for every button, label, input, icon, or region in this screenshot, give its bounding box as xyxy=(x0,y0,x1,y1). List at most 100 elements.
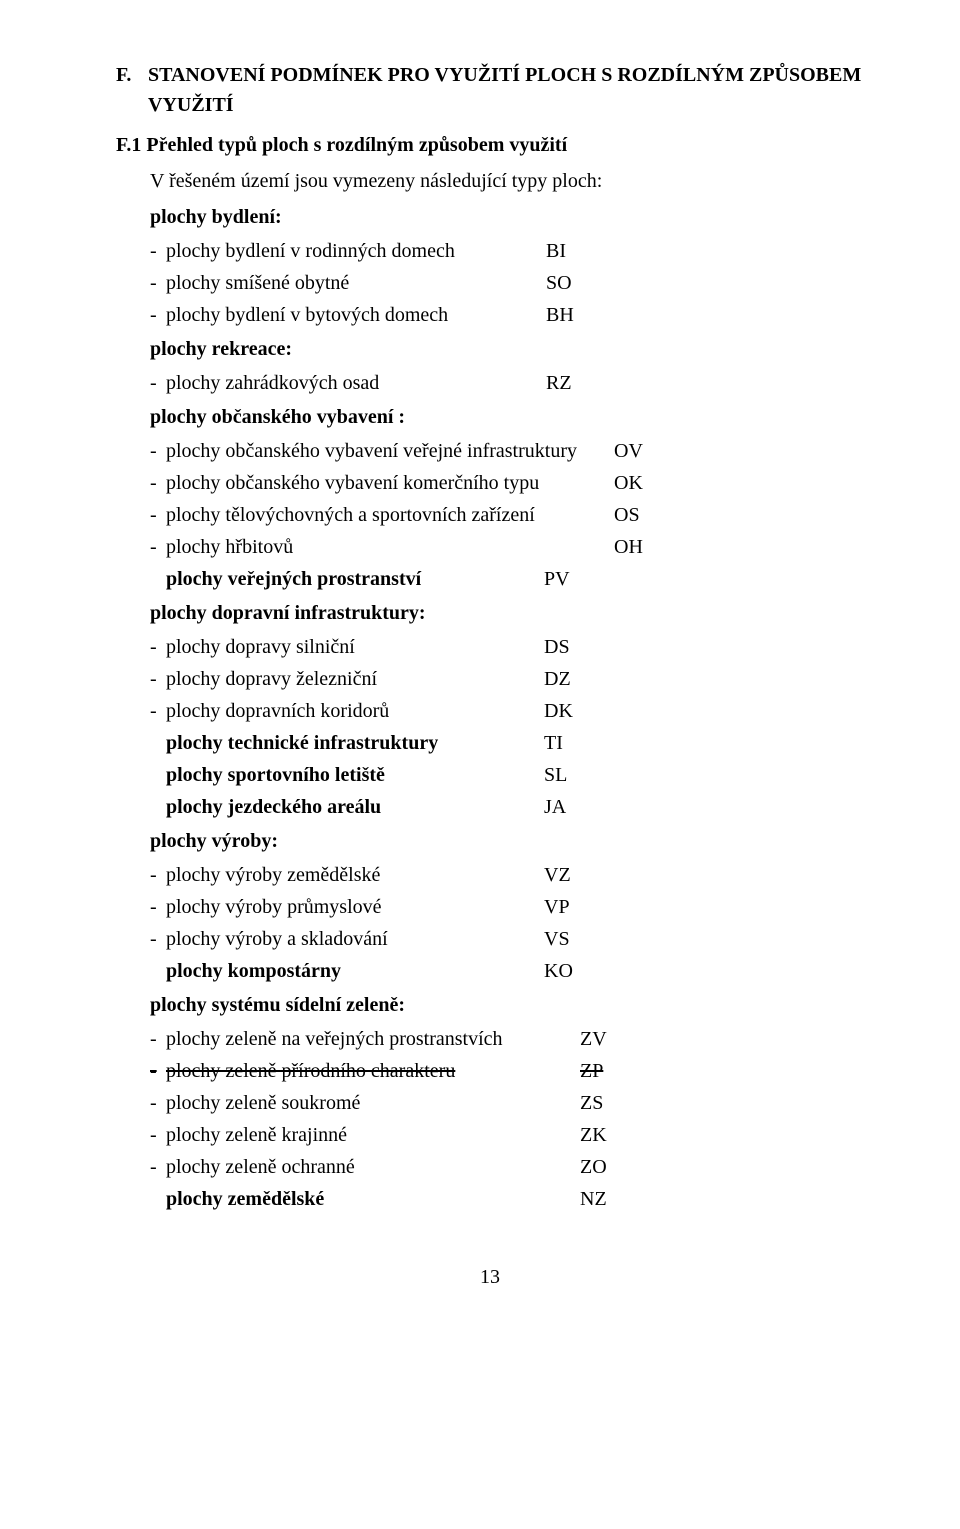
dash: - xyxy=(150,924,166,954)
item-label: plochy hřbitovů xyxy=(166,532,614,562)
item-label: plochy zeleně soukromé xyxy=(166,1088,580,1118)
item-code: ZV xyxy=(580,1024,640,1054)
dash: - xyxy=(150,500,166,530)
list-item: -plochy výroby zemědělskéVZ xyxy=(150,860,864,890)
item-code: VP xyxy=(544,892,604,922)
dash: - xyxy=(150,236,166,266)
group-label: plochy bydlení: xyxy=(150,202,864,232)
dash: - xyxy=(150,664,166,694)
item-label: plochy občanského vybavení veřejné infra… xyxy=(166,436,614,466)
list-item: -plochy dopravy železničníDZ xyxy=(150,664,864,694)
list-item: plochy jezdeckého areáluJA xyxy=(150,792,864,822)
page: F. STANOVENÍ PODMÍNEK PRO VYUŽITÍ PLOCH … xyxy=(0,0,960,1332)
group-label: plochy systému sídelní zeleně: xyxy=(150,990,864,1020)
list-item: -plochy hřbitovůOH xyxy=(150,532,864,562)
sub-heading: F.1 Přehled typů ploch s rozdílným způso… xyxy=(116,130,864,160)
group-label: plochy rekreace: xyxy=(150,334,864,364)
item-label: plochy tělovýchovných a sportovních zaří… xyxy=(166,500,614,530)
item-label: plochy veřejných prostranství xyxy=(166,564,544,594)
item-label: plochy smíšené obytné xyxy=(166,268,546,298)
item-code: DS xyxy=(544,632,604,662)
item-code: OV xyxy=(614,436,674,466)
list-item: -plochy výroby a skladováníVS xyxy=(150,924,864,954)
item-label: plochy bydlení v bytových domech xyxy=(166,300,546,330)
item-code: BI xyxy=(546,236,606,266)
dash: - xyxy=(150,268,166,298)
list-item: -plochy smíšené obytnéSO xyxy=(150,268,864,298)
list-item: -plochy zahrádkových osadRZ xyxy=(150,368,864,398)
item-label: plochy zeleně na veřejných prostranstvíc… xyxy=(166,1024,580,1054)
list-item: plochy sportovního letištěSL xyxy=(150,760,864,790)
list-item: plochy zemědělskéNZ xyxy=(150,1184,864,1214)
item-code: OH xyxy=(614,532,674,562)
item-code: ZK xyxy=(580,1120,640,1150)
item-label: plochy zahrádkových osad xyxy=(166,368,546,398)
item-label: plochy kompostárny xyxy=(166,956,544,986)
dash: - xyxy=(150,468,166,498)
dash: - xyxy=(150,1024,166,1054)
item-code: OK xyxy=(614,468,674,498)
list-item: -plochy zeleně na veřejných prostranství… xyxy=(150,1024,864,1054)
list-item: -plochy výroby průmyslovéVP xyxy=(150,892,864,922)
list-item: plochy veřejných prostranstvíPV xyxy=(150,564,864,594)
item-label: plochy zeleně krajinné xyxy=(166,1120,580,1150)
dash: - xyxy=(150,892,166,922)
dash: - xyxy=(150,1120,166,1150)
list-item: -plochy tělovýchovných a sportovních zař… xyxy=(150,500,864,530)
item-label: plochy výroby a skladování xyxy=(166,924,544,954)
item-label: plochy zemědělské xyxy=(166,1184,580,1214)
list-item: -plochy dopravních koridorůDK xyxy=(150,696,864,726)
groups-container: plochy bydlení: -plochy bydlení v rodinný… xyxy=(116,202,864,1214)
dash: - xyxy=(150,696,166,726)
list-item: -plochy zeleně přírodního charakteruZP xyxy=(150,1056,864,1086)
item-label: plochy jezdeckého areálu xyxy=(166,792,544,822)
item-code: VS xyxy=(544,924,604,954)
dash: - xyxy=(150,300,166,330)
list-item: -plochy občanského vybavení veřejné infr… xyxy=(150,436,864,466)
dash: - xyxy=(150,860,166,890)
section-title: STANOVENÍ PODMÍNEK PRO VYUŽITÍ PLOCH S R… xyxy=(148,60,864,120)
item-code: NZ xyxy=(580,1184,640,1214)
list-item: plochy technické infrastrukturyTI xyxy=(150,728,864,758)
dash: - xyxy=(150,632,166,662)
item-label: plochy občanského vybavení komerčního ty… xyxy=(166,468,614,498)
item-code: JA xyxy=(544,792,604,822)
list-item: -plochy dopravy silničníDS xyxy=(150,632,864,662)
item-code: BH xyxy=(546,300,606,330)
group-label: plochy dopravní infrastruktury: xyxy=(150,598,864,628)
item-label: plochy zeleně ochranné xyxy=(166,1152,580,1182)
item-label: plochy sportovního letiště xyxy=(166,760,544,790)
item-label: plochy dopravy silniční xyxy=(166,632,544,662)
item-code: DZ xyxy=(544,664,604,694)
item-label: plochy technické infrastruktury xyxy=(166,728,544,758)
section-letter: F. xyxy=(116,60,148,120)
dash: - xyxy=(150,368,166,398)
list-item: -plochy bydlení v bytových domechBH xyxy=(150,300,864,330)
item-label: plochy dopravních koridorů xyxy=(166,696,544,726)
list-item: -plochy zeleně ochrannéZO xyxy=(150,1152,864,1182)
list-item: plochy kompostárnyKO xyxy=(150,956,864,986)
list-item: -plochy bydlení v rodinných domechBI xyxy=(150,236,864,266)
page-number: 13 xyxy=(116,1262,864,1292)
item-code: OS xyxy=(614,500,674,530)
section-heading: F. STANOVENÍ PODMÍNEK PRO VYUŽITÍ PLOCH … xyxy=(116,60,864,120)
group-label: plochy občanského vybavení : xyxy=(150,402,864,432)
item-code: SL xyxy=(544,760,604,790)
intro-text: V řešeném území jsou vymezeny následujíc… xyxy=(150,166,864,196)
group-label: plochy výroby: xyxy=(150,826,864,856)
item-label: plochy výroby průmyslové xyxy=(166,892,544,922)
item-label: plochy dopravy železniční xyxy=(166,664,544,694)
dash: - xyxy=(150,532,166,562)
item-code: RZ xyxy=(546,368,606,398)
item-code: VZ xyxy=(544,860,604,890)
item-code: SO xyxy=(546,268,606,298)
item-label: plochy výroby zemědělské xyxy=(166,860,544,890)
item-code: ZS xyxy=(580,1088,640,1118)
item-code: KO xyxy=(544,956,604,986)
item-code: ZO xyxy=(580,1152,640,1182)
item-code: TI xyxy=(544,728,604,758)
dash: - xyxy=(150,1152,166,1182)
dash: - xyxy=(150,436,166,466)
list-item: -plochy zeleně krajinnéZK xyxy=(150,1120,864,1150)
item-code: ZP xyxy=(580,1056,640,1086)
